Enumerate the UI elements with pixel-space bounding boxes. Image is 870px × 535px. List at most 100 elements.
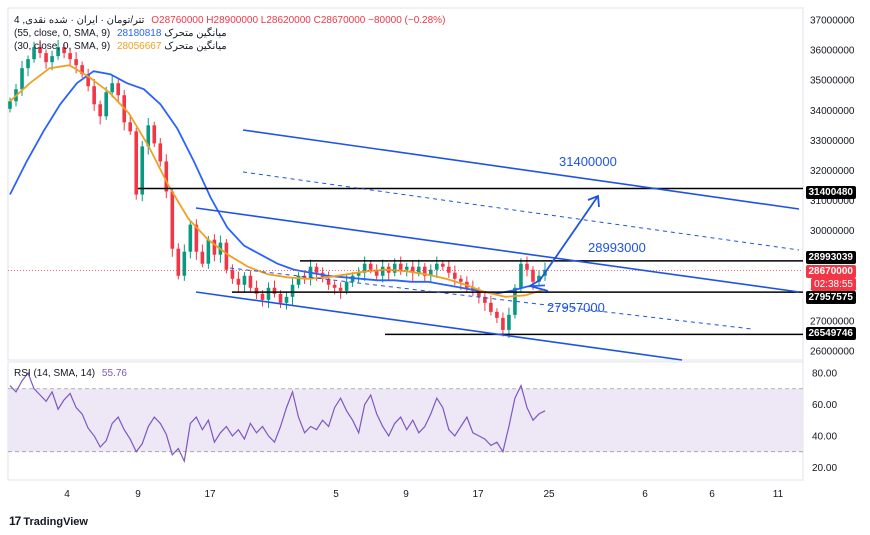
candle-body (344, 281, 349, 291)
candle-body (236, 278, 241, 285)
candle-body (380, 266, 385, 276)
candle-body (86, 74, 90, 87)
candle-body (296, 275, 301, 285)
y-tick-label: 37000000 (810, 16, 855, 27)
candle-body (410, 266, 415, 273)
candle-body (260, 293, 265, 300)
ma55-legend[interactable]: (55, close, 0, SMA, 9) میانگین متحرک 281… (14, 28, 227, 40)
candle-body (537, 275, 541, 282)
level-tag-26549746: 26549746 (805, 327, 856, 340)
candle-body (164, 161, 169, 192)
rsi-tick-label: 60.00 (812, 400, 837, 411)
candle-body (38, 47, 42, 54)
candle-body (74, 59, 78, 66)
rsi-line (9, 371, 546, 464)
level-tag-27957575: 27957575 (805, 291, 856, 304)
candle-body (80, 65, 84, 75)
candle-body (302, 275, 307, 279)
candle-body (326, 278, 331, 285)
candle-body (26, 59, 30, 69)
candle-body (206, 239, 211, 264)
candle-body (194, 224, 199, 252)
candle-body (140, 146, 145, 195)
candle-body (128, 122, 133, 132)
price-pane (7, 7, 804, 361)
candle-body (453, 272, 457, 279)
y-tick-label: 32000000 (810, 166, 855, 177)
tradingview-logo[interactable]: 17 TradingView (9, 514, 88, 528)
ma55-line (9, 70, 546, 295)
candle-body (428, 269, 433, 276)
candle-body (483, 296, 487, 303)
last-price-tag: 28670000 (805, 265, 856, 278)
candle-body (248, 275, 253, 288)
candle-body (477, 290, 481, 297)
rsi-band (8, 388, 803, 452)
candle-body (32, 47, 36, 60)
x-tick-label: 17 (472, 489, 484, 500)
candle-body (98, 104, 102, 117)
ma30-value: 28056667 (116, 41, 162, 52)
candle-body (332, 284, 337, 288)
candle-body (513, 287, 517, 315)
candle-body (134, 131, 139, 195)
candle-body (272, 287, 277, 294)
x-tick-label: 4 (64, 489, 70, 500)
candle-body (374, 269, 379, 276)
ma30-legend[interactable]: (30, close, 0, SMA, 9) میانگین متحرک 280… (14, 41, 227, 53)
level-tag-31400480: 31400480 (805, 186, 856, 199)
candle-body (68, 53, 72, 60)
candle-body (116, 83, 121, 96)
y-tick-label: 35000000 (810, 76, 855, 87)
candle-body (92, 86, 96, 105)
ma55-value: 28180818 (116, 28, 162, 39)
x-tick-label: 5 (333, 489, 339, 500)
rsi-label: RSI (14, SMA, 14) (14, 368, 96, 379)
candle-body (404, 266, 409, 270)
candle-body (278, 293, 283, 303)
outer-channel-top (242, 129, 800, 210)
candle-body (284, 296, 289, 303)
candle-body (434, 263, 439, 270)
candle-body (110, 83, 114, 93)
y-tick-label: 30000000 (810, 226, 855, 237)
x-tick-label: 9 (403, 489, 409, 500)
x-tick-label: 17 (204, 489, 216, 500)
inner-channel-bottom (195, 291, 683, 361)
x-tick-label: 6 (642, 489, 648, 500)
ohlc-legend: 4 ,تتر/تومان · ایران · شده نقدی O2876000… (14, 15, 445, 27)
x-tick-label: 9 (135, 489, 141, 500)
x-tick-label: 6 (709, 489, 715, 500)
candle-body (200, 251, 205, 264)
candle-body (44, 53, 48, 63)
ohlc-values: O28760000 H28900000 L28620000 C28670000 … (151, 15, 446, 26)
candle-body (338, 287, 343, 291)
inner-channel-top (195, 207, 800, 293)
rsi-tick-label: 80.00 (812, 369, 837, 380)
rsi-legend[interactable]: RSI (14, SMA, 14) 55.76 (14, 368, 127, 380)
candle-body (242, 275, 247, 285)
brand-label: TradingView (23, 516, 88, 528)
candle-body (182, 251, 187, 276)
ma30-line (9, 64, 546, 298)
candle-body (176, 248, 181, 276)
candle-body (501, 317, 505, 330)
candle-body (188, 224, 193, 252)
candle-body (212, 239, 217, 255)
candle-body (507, 314, 511, 330)
candle-body (170, 191, 175, 249)
candle-body (56, 47, 60, 57)
symbol-label: 4 ,تتر/تومان · ایران · شده نقدی (14, 15, 145, 26)
candle-body (459, 278, 463, 282)
candle-body (362, 263, 367, 273)
candle-body (525, 263, 529, 270)
y-tick-label: 27000000 (810, 316, 855, 327)
ma55-label: (55, close, 0, SMA, 9) میانگین متحرک (14, 28, 227, 39)
candle-body (531, 269, 535, 282)
ma30-label: (30, close, 0, SMA, 9) میانگین متحرک (14, 41, 227, 52)
annotation-label: 27957000 (547, 300, 605, 315)
candle-body (416, 266, 421, 273)
candle-body (146, 125, 151, 147)
annotation-label: 28993000 (588, 240, 646, 255)
